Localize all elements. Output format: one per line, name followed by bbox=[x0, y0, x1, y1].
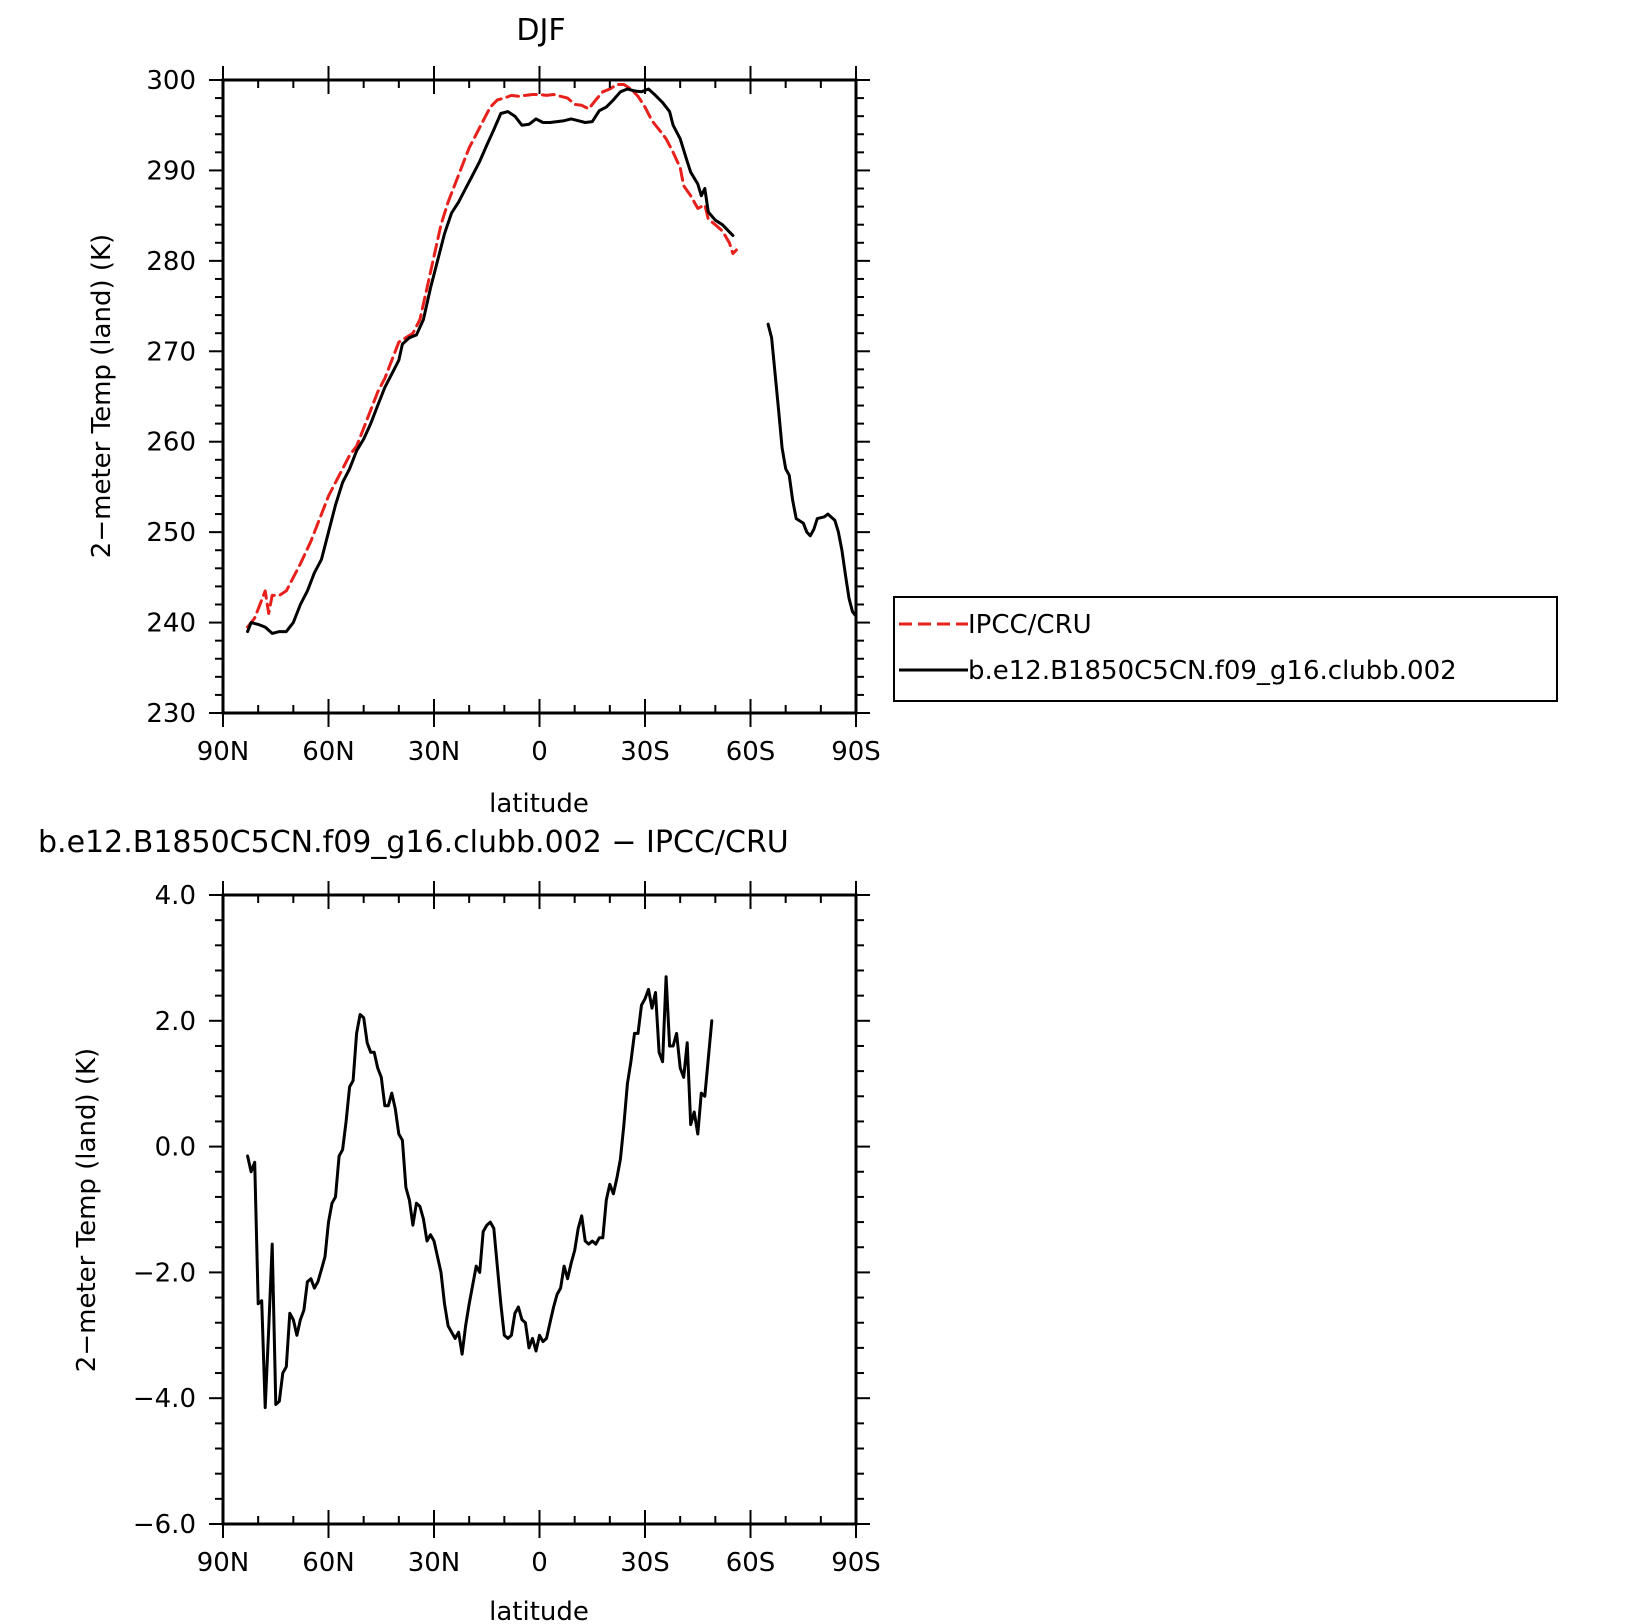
y-tick-label: 270 bbox=[146, 337, 196, 367]
x-tick-label: 90S bbox=[831, 1548, 881, 1578]
x-tick-label: 60S bbox=[726, 737, 776, 767]
legend-label-model: b.e12.B1850C5CN.f09_g16.clubb.002 bbox=[968, 656, 1457, 686]
x-tick-label: 30N bbox=[408, 1548, 461, 1578]
series-line-difference-segment-0 bbox=[246, 975, 714, 1410]
x-tick-label: 60N bbox=[302, 1548, 355, 1578]
panel-bottom-y-axis-title: 2−meter Temp (land) (K) bbox=[72, 1048, 102, 1372]
y-tick-label: 4.0 bbox=[155, 881, 196, 911]
panel-top-plot-area bbox=[246, 83, 858, 635]
y-tick-label: 0.0 bbox=[155, 1133, 196, 1163]
y-tick-label: 290 bbox=[146, 156, 196, 186]
panel-top-frame bbox=[221, 78, 858, 715]
panel-bottom-plot-area bbox=[246, 975, 714, 1410]
legend: IPCC/CRU b.e12.B1850C5CN.f09_g16.clubb.0… bbox=[893, 596, 1558, 702]
y-tick-label: −6.0 bbox=[133, 1510, 196, 1540]
panel-top-x-axis-title: latitude bbox=[489, 789, 589, 819]
panel-bottom-tick-labels: 90N 60N 30N 0 30S 60S 90S 4.0 2.0 0.0 −2.0 −4.0 −6.0 bbox=[133, 881, 881, 1578]
x-tick-label: 30S bbox=[620, 1548, 670, 1578]
x-tick-label: 30S bbox=[620, 737, 670, 767]
panel-bottom-ticks bbox=[209, 881, 870, 1538]
y-tick-label: −2.0 bbox=[133, 1258, 196, 1288]
x-tick-label: 0 bbox=[531, 737, 548, 767]
legend-box bbox=[893, 596, 1558, 702]
series-line-model-segment-1 bbox=[766, 322, 858, 618]
panel-bottom-title: b.e12.B1850C5CN.f09_g16.clubb.002 − IPCC… bbox=[38, 825, 789, 860]
x-tick-label: 30N bbox=[408, 737, 461, 767]
y-tick-label: 2.0 bbox=[155, 1007, 196, 1037]
panel-bottom-frame bbox=[221, 893, 858, 1526]
y-tick-label: 240 bbox=[146, 609, 196, 639]
y-tick-label: 260 bbox=[146, 428, 196, 458]
panel-top-ticks bbox=[209, 66, 870, 727]
panel-bottom: b.e12.B1850C5CN.f09_g16.clubb.002 − IPCC… bbox=[38, 825, 881, 1624]
y-tick-label: 250 bbox=[146, 518, 196, 548]
x-tick-label: 90S bbox=[831, 737, 881, 767]
series-line-ipcc-cru-segment-0 bbox=[246, 83, 738, 629]
panel-bottom-x-axis-title: latitude bbox=[489, 1597, 589, 1624]
panel-top-title: DJF bbox=[516, 13, 565, 48]
panel-top-y-axis-title: 2−meter Temp (land) (K) bbox=[87, 234, 117, 558]
series-line-model-segment-0 bbox=[246, 87, 735, 635]
panel-top: DJF 90N 60N 30N 0 30S 60S 90S 300 290 280 270 260 25… bbox=[87, 13, 881, 819]
x-tick-label: 0 bbox=[531, 1548, 548, 1578]
y-tick-label: 230 bbox=[146, 699, 196, 729]
x-tick-label: 60S bbox=[726, 1548, 776, 1578]
legend-label-ipcc-cru: IPCC/CRU bbox=[968, 610, 1092, 640]
x-tick-label: 60N bbox=[302, 737, 355, 767]
y-tick-label: 280 bbox=[146, 247, 196, 277]
x-tick-label: 90N bbox=[197, 1548, 250, 1578]
x-tick-label: 90N bbox=[197, 737, 250, 767]
y-tick-label: 300 bbox=[146, 66, 196, 96]
y-tick-label: −4.0 bbox=[133, 1384, 196, 1414]
panel-top-tick-labels: 90N 60N 30N 0 30S 60S 90S 300 290 280 270 260 250 240… bbox=[146, 66, 880, 767]
